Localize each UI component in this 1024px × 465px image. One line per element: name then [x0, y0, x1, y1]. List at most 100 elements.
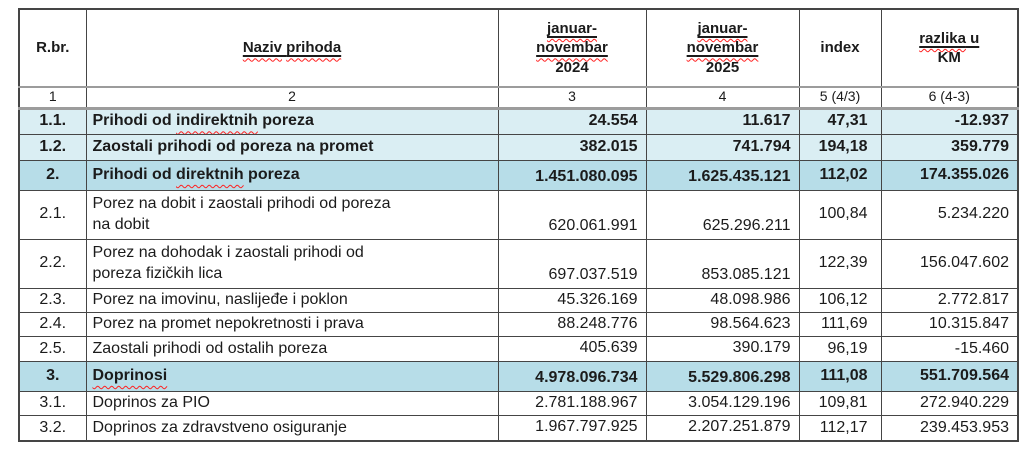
cell-revenue-name: Porez na dohodak i zaostali prihodi od p…: [85, 238, 499, 289]
revenue-name-text: Porez na dohodak i zaostali prihodi od p…: [92, 244, 364, 282]
cell-amount-2024: 382.015: [497, 133, 647, 161]
col-header-period-2025: januar- novembar 2025: [645, 8, 800, 88]
col-header-razlika-line1: razlika u: [919, 29, 980, 47]
cell-amount-2024: 4.978.096.734: [497, 360, 647, 392]
col-header-2025-line1: januar-: [697, 20, 748, 38]
cell-difference-km: 5.234.220: [880, 189, 1019, 240]
table-row: 3.1. Doprinos za PIO 2.781.188.967 3.054…: [18, 390, 1019, 417]
column-number-row: 1 2 3 4 5 (4/3) 6 (4-3): [18, 86, 1019, 110]
cell-amount-2024: 45.326.169: [497, 287, 647, 313]
col-header-2024-line2: novembar: [536, 39, 608, 57]
cell-amount-2025: 2.207.251.879: [645, 415, 800, 442]
cell-amount-2024: 697.037.519: [497, 238, 647, 289]
cell-row-number: 3.1.: [18, 390, 87, 417]
cell-index: 111,69: [798, 311, 882, 338]
revenue-name-text: Prihodi od indirektnih poreza: [92, 112, 314, 130]
cell-amount-2025: 11.617: [645, 107, 800, 135]
cell-index: 109,81: [798, 390, 882, 417]
cell-amount-2025: 5.529.806.298: [645, 360, 800, 392]
cell-index: 111,08: [798, 360, 882, 392]
col-header-2024-line1: januar-: [546, 20, 597, 38]
col-header-2024-year: 2024: [555, 58, 589, 76]
cell-difference-km: 2.772.817: [880, 287, 1019, 313]
cell-difference-km: 10.315.847: [880, 311, 1019, 338]
cell-index: 112,02: [798, 159, 882, 191]
cell-row-number: 2.4.: [18, 311, 87, 338]
cell-index: 96,19: [798, 336, 882, 362]
column-number-3: 3: [497, 86, 647, 110]
cell-revenue-name: Porez na promet nepokretnosti i prava: [85, 311, 499, 338]
cell-difference-km: 174.355.026: [880, 159, 1019, 191]
cell-revenue-name: Doprinos za zdravstveno osiguranje: [85, 415, 499, 442]
table-row: 2.3. Porez na imovinu, naslijeđe i poklo…: [18, 287, 1019, 313]
revenue-name-text: Zaostali prihodi od ostalih poreza: [92, 339, 328, 357]
table-row: 2.1. Porez na dobit i zaostali prihodi o…: [18, 189, 1019, 240]
revenue-name-text: Porez na imovinu, naslijeđe i poklon: [92, 291, 348, 308]
table-row: 2.5. Zaostali prihodi od ostalih poreza …: [18, 336, 1019, 362]
cell-amount-2025: 1.625.435.121: [645, 159, 800, 191]
revenue-name-text: Doprinosi: [92, 367, 168, 385]
cell-revenue-name: Prihodi od direktnih poreza: [85, 159, 499, 191]
cell-index: 47,31: [798, 107, 882, 135]
table-row: 2.4. Porez na promet nepokretnosti i pra…: [18, 311, 1019, 338]
col-header-razlika-line2: KM: [937, 49, 961, 66]
cell-amount-2024: 88.248.776: [497, 311, 647, 338]
cell-index: 194,18: [798, 133, 882, 161]
cell-amount-2024: 2.781.188.967: [497, 390, 647, 417]
revenue-name-text: Porez na dobit i zaostali prihodi od por…: [92, 195, 391, 233]
cell-difference-km: 156.047.602: [880, 238, 1019, 289]
col-header-naziv: Naziv prihoda: [85, 8, 499, 88]
col-header-rbr: R.br.: [18, 8, 87, 88]
col-header-razlika: razlika u KM: [880, 8, 1019, 88]
cell-revenue-name: Zaostali prihodi od poreza na promet: [85, 133, 499, 161]
cell-revenue-name: Zaostali prihodi od ostalih poreza: [85, 336, 499, 362]
cell-index: 106,12: [798, 287, 882, 313]
col-header-rbr-label: R.br.: [36, 39, 70, 57]
cell-row-number: 2.2.: [18, 238, 87, 289]
revenue-name-text: Porez na promet nepokretnosti i prava: [92, 315, 364, 333]
cell-index: 100,84: [798, 189, 882, 240]
column-number-1: 1: [18, 86, 87, 110]
cell-index: 122,39: [798, 238, 882, 289]
cell-amount-2025: 625.296.211: [645, 189, 800, 240]
revenue-name-text: Doprinos za PIO: [92, 394, 210, 412]
cell-amount-2024: 405.639: [497, 336, 647, 362]
cell-row-number: 2.1.: [18, 189, 87, 240]
col-header-2025-year: 2025: [705, 58, 740, 76]
cell-difference-km: 239.453.953: [880, 415, 1019, 442]
cell-row-number: 2.5.: [18, 336, 87, 362]
cell-revenue-name: Porez na imovinu, naslijeđe i poklon: [85, 287, 499, 313]
cell-row-number: 2.3.: [18, 287, 87, 313]
cell-difference-km: -12.937: [880, 107, 1019, 135]
column-number-5: 5 (4/3): [798, 86, 882, 110]
cell-amount-2025: 3.054.129.196: [645, 390, 800, 417]
cell-revenue-name: Porez na dobit i zaostali prihodi od por…: [85, 189, 499, 240]
cell-row-number: 2.: [18, 159, 87, 191]
cell-row-number: 1.2.: [18, 133, 87, 161]
revenue-name-text: Zaostali prihodi od poreza na promet: [92, 137, 374, 155]
table-row: 1.2. Zaostali prihodi od poreza na prome…: [18, 133, 1019, 161]
cell-amount-2024: 1.451.080.095: [497, 159, 647, 191]
table-header-row: R.br. Naziv prihoda januar- novembar 202…: [18, 8, 1019, 88]
column-number-2: 2: [85, 86, 499, 110]
cell-difference-km: 272.940.229: [880, 390, 1019, 417]
col-header-period-2024: januar- novembar 2024: [497, 8, 647, 88]
cell-index: 112,17: [798, 415, 882, 442]
revenue-table: R.br. Naziv prihoda januar- novembar 202…: [18, 8, 1019, 442]
cell-amount-2025: 741.794: [645, 133, 800, 161]
table-row: 1.1. Prihodi od indirektnih poreza 24.55…: [18, 107, 1019, 135]
cell-amount-2025: 390.179: [645, 336, 800, 362]
table-row: 2. Prihodi od direktnih poreza 1.451.080…: [18, 159, 1019, 191]
cell-revenue-name: Doprinosi: [85, 360, 499, 392]
col-header-2025-line2: novembar: [686, 39, 759, 57]
cell-revenue-name: Prihodi od indirektnih poreza: [85, 107, 499, 135]
table-row: 3. Doprinosi 4.978.096.734 5.529.806.298…: [18, 360, 1019, 392]
col-header-naziv-label: Naziv prihoda: [242, 39, 342, 57]
table-row: 2.2. Porez na dohodak i zaostali prihodi…: [18, 238, 1019, 289]
cell-amount-2025: 98.564.623: [645, 311, 800, 338]
cell-amount-2024: 620.061.991: [497, 189, 647, 240]
column-number-6: 6 (4-3): [880, 86, 1019, 110]
cell-revenue-name: Doprinos za PIO: [85, 390, 499, 417]
revenue-name-text: Doprinos za zdravstveno osiguranje: [92, 418, 347, 436]
cell-difference-km: 551.709.564: [880, 360, 1019, 392]
